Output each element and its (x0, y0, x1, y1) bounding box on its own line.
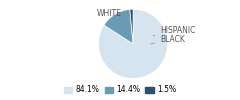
Wedge shape (104, 9, 133, 44)
Text: BLACK: BLACK (150, 34, 185, 44)
Wedge shape (98, 9, 168, 79)
Text: HISPANIC: HISPANIC (153, 26, 196, 36)
Legend: 84.1%, 14.4%, 1.5%: 84.1%, 14.4%, 1.5% (61, 82, 179, 98)
Wedge shape (130, 9, 133, 44)
Text: WHITE: WHITE (97, 9, 129, 19)
